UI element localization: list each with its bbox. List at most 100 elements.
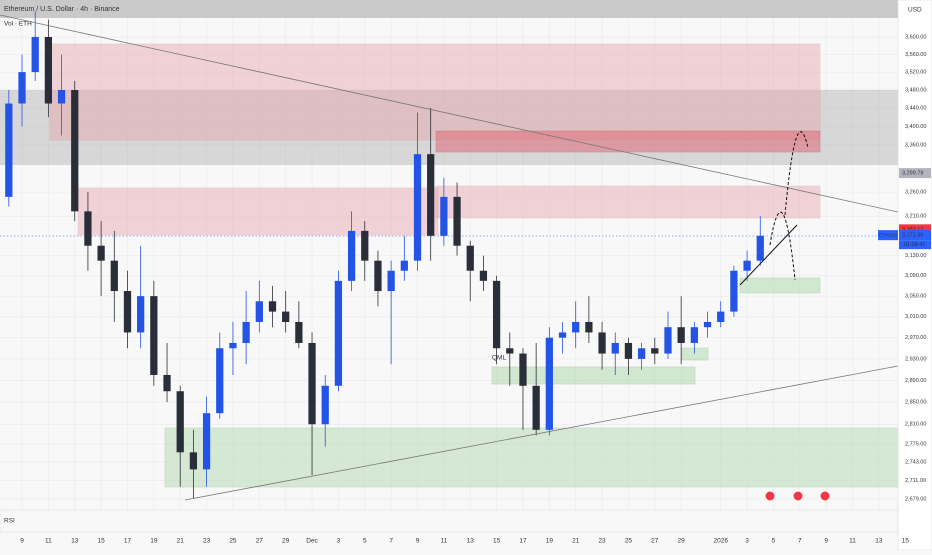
candle-body	[71, 89, 79, 212]
trendline-up	[184, 365, 899, 501]
y-tick-label: 2,890.00	[905, 378, 926, 384]
y-tick-label: 2,711.00	[905, 478, 926, 484]
x-tick-label: 3	[745, 538, 749, 545]
candle-body	[651, 348, 659, 354]
y-tick-label: 2,679.00	[905, 496, 926, 502]
price-badge-label: 3,171.36	[902, 233, 923, 239]
candle-body	[334, 280, 343, 386]
candle-body	[308, 342, 316, 425]
demand-zone-tiny	[681, 347, 709, 361]
x-tick-label: 19	[546, 538, 554, 545]
candle-body	[453, 196, 461, 246]
x-tick-label: 11	[849, 538, 856, 545]
y-tick-label: 2,775.00	[905, 441, 926, 447]
candle-body	[545, 337, 553, 430]
candle-body	[123, 291, 132, 333]
header-band	[0, 0, 898, 18]
y-tick-label: 3,520.00	[905, 70, 926, 76]
candle-body	[506, 348, 514, 354]
supply-zone-right	[435, 185, 821, 219]
x-tick-label: 11	[440, 538, 447, 545]
currency-label: USD	[908, 7, 922, 14]
countdown-label: 01:08:41	[904, 242, 925, 248]
rsi-label: RSI	[4, 518, 15, 525]
candle-body	[255, 301, 263, 322]
x-tick-label: 21	[177, 538, 185, 545]
price-badge	[899, 168, 931, 179]
target-zone	[739, 277, 821, 294]
price-axis	[897, 0, 932, 551]
candle-body	[677, 327, 685, 343]
x-tick-label: 13	[467, 538, 475, 545]
candle-body	[743, 260, 751, 271]
x-tick-label: 25	[625, 538, 633, 545]
x-tick-label: 27	[651, 538, 659, 545]
symbol-badge	[878, 230, 898, 241]
demand-zone-small	[491, 366, 696, 385]
x-tick-label: 13	[875, 538, 883, 545]
x-tick-label: 21	[572, 538, 580, 545]
candle-body	[5, 103, 13, 197]
y-tick-label: 3,480.00	[905, 87, 926, 93]
event-flag[interactable]	[792, 490, 804, 502]
x-tick-label: 17	[124, 538, 132, 545]
chart-title: Ethereum / U.S. Dollar · 4h · Binance	[4, 6, 120, 13]
y-tick-label: 3,400.00	[905, 124, 926, 130]
x-tick-label: 5	[363, 538, 367, 545]
x-tick-label: Dec	[306, 538, 318, 545]
candle-body	[31, 36, 39, 73]
qml-label: QML	[492, 355, 506, 362]
candle-body	[585, 321, 593, 333]
candle-body	[730, 270, 738, 312]
x-tick-label: 9	[20, 538, 24, 545]
candle-body	[44, 36, 53, 104]
y-tick-label: 2,743.00	[905, 459, 926, 465]
supply-zone-small	[435, 130, 821, 153]
candle-body	[598, 332, 606, 354]
event-flag[interactable]	[764, 490, 776, 502]
y-tick-label: 2,810.00	[905, 422, 926, 428]
candle-body	[690, 327, 698, 343]
candle-body	[532, 385, 540, 430]
candle-body	[295, 321, 303, 343]
trendline-down	[0, 14, 899, 213]
x-tick-label: 11	[45, 538, 52, 545]
event-flag[interactable]	[819, 490, 831, 502]
x-tick-label: 13	[71, 538, 79, 545]
rsi-pane	[0, 509, 899, 533]
x-tick-label: 2026	[713, 538, 728, 545]
candle-body	[189, 452, 198, 470]
candle-body	[519, 353, 527, 386]
candle-body	[97, 245, 105, 261]
supply-zone	[49, 43, 821, 141]
candle-body	[347, 230, 356, 281]
candle-body	[163, 374, 171, 392]
price-badge	[899, 224, 931, 235]
candle-body	[176, 391, 184, 453]
candles	[5, 11, 764, 499]
symbol-label: ETHUSD	[879, 232, 898, 237]
volume-label: Vol · ETH	[4, 21, 32, 28]
x-tick-label: 15	[493, 538, 501, 545]
x-tick-label: 23	[203, 538, 211, 545]
supply-zone-mid	[77, 187, 439, 236]
candle-body	[321, 385, 329, 425]
candle-body	[84, 211, 92, 246]
y-tick-label: 2,850.00	[905, 400, 926, 406]
candle-body	[268, 301, 277, 312]
y-tick-label: 3,440.00	[905, 106, 926, 112]
candle-body	[466, 245, 474, 271]
candle-body	[413, 154, 422, 261]
price-badge-label: 3,299.79	[902, 171, 923, 177]
x-tick-label: 15	[902, 538, 910, 545]
x-tick-label: 23	[598, 538, 606, 545]
candle-body	[427, 154, 435, 236]
x-tick-label: 29	[678, 538, 686, 545]
x-tick-label: 9	[824, 538, 828, 545]
candle-body	[479, 270, 488, 281]
y-tick-label: 2,970.00	[905, 335, 926, 341]
candle-body	[558, 332, 567, 338]
y-tick-label: 3,130.00	[905, 253, 926, 259]
x-tick-label: 25	[229, 538, 237, 545]
candle-body	[216, 348, 224, 414]
